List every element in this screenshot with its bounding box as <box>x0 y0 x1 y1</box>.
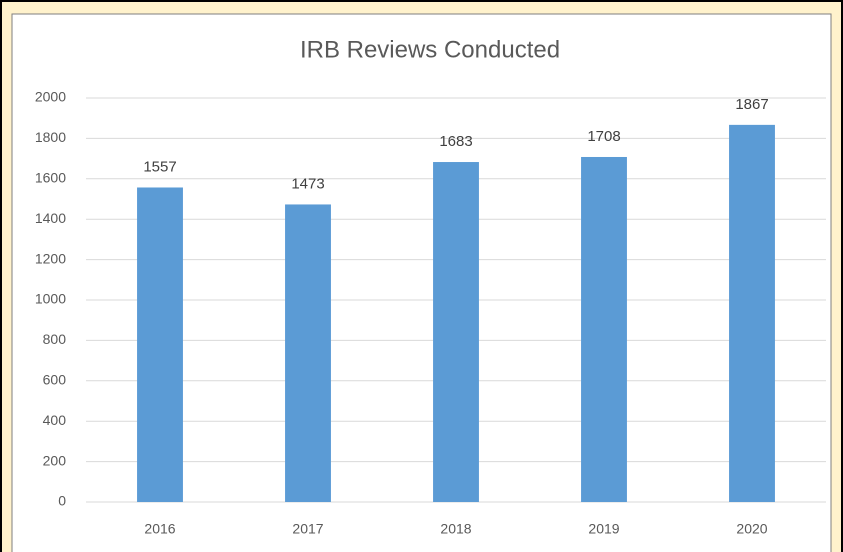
y-tick-label: 600 <box>43 372 67 388</box>
x-tick-label: 2017 <box>292 521 323 537</box>
bar <box>285 204 331 503</box>
value-label: 1708 <box>587 128 620 145</box>
x-tick-label: 2018 <box>440 521 471 537</box>
y-tick-label: 800 <box>43 331 67 347</box>
chart-area <box>11 13 832 552</box>
bar <box>137 187 183 502</box>
x-tick-label: 2019 <box>588 521 619 537</box>
x-tick-label: 2020 <box>736 521 767 537</box>
value-label: 1557 <box>143 158 176 175</box>
y-tick-label: 1400 <box>35 210 66 226</box>
y-tick-label: 1600 <box>35 170 66 186</box>
bar <box>433 162 479 502</box>
y-tick-label: 1800 <box>35 129 66 145</box>
y-tick-label: 0 <box>58 493 66 509</box>
bar <box>729 124 775 502</box>
y-tick-label: 1200 <box>35 250 66 266</box>
value-label: 1473 <box>291 175 324 192</box>
y-tick-label: 400 <box>43 412 67 428</box>
chart-title: IRB Reviews Conducted <box>300 36 560 63</box>
value-label: 1867 <box>735 96 768 113</box>
y-tick-label: 200 <box>43 452 67 468</box>
bar <box>581 156 627 502</box>
y-tick-label: 2000 <box>35 89 66 105</box>
x-tick-label: 2016 <box>144 521 175 537</box>
y-tick-label: 1000 <box>35 291 66 307</box>
value-label: 1683 <box>439 133 472 150</box>
